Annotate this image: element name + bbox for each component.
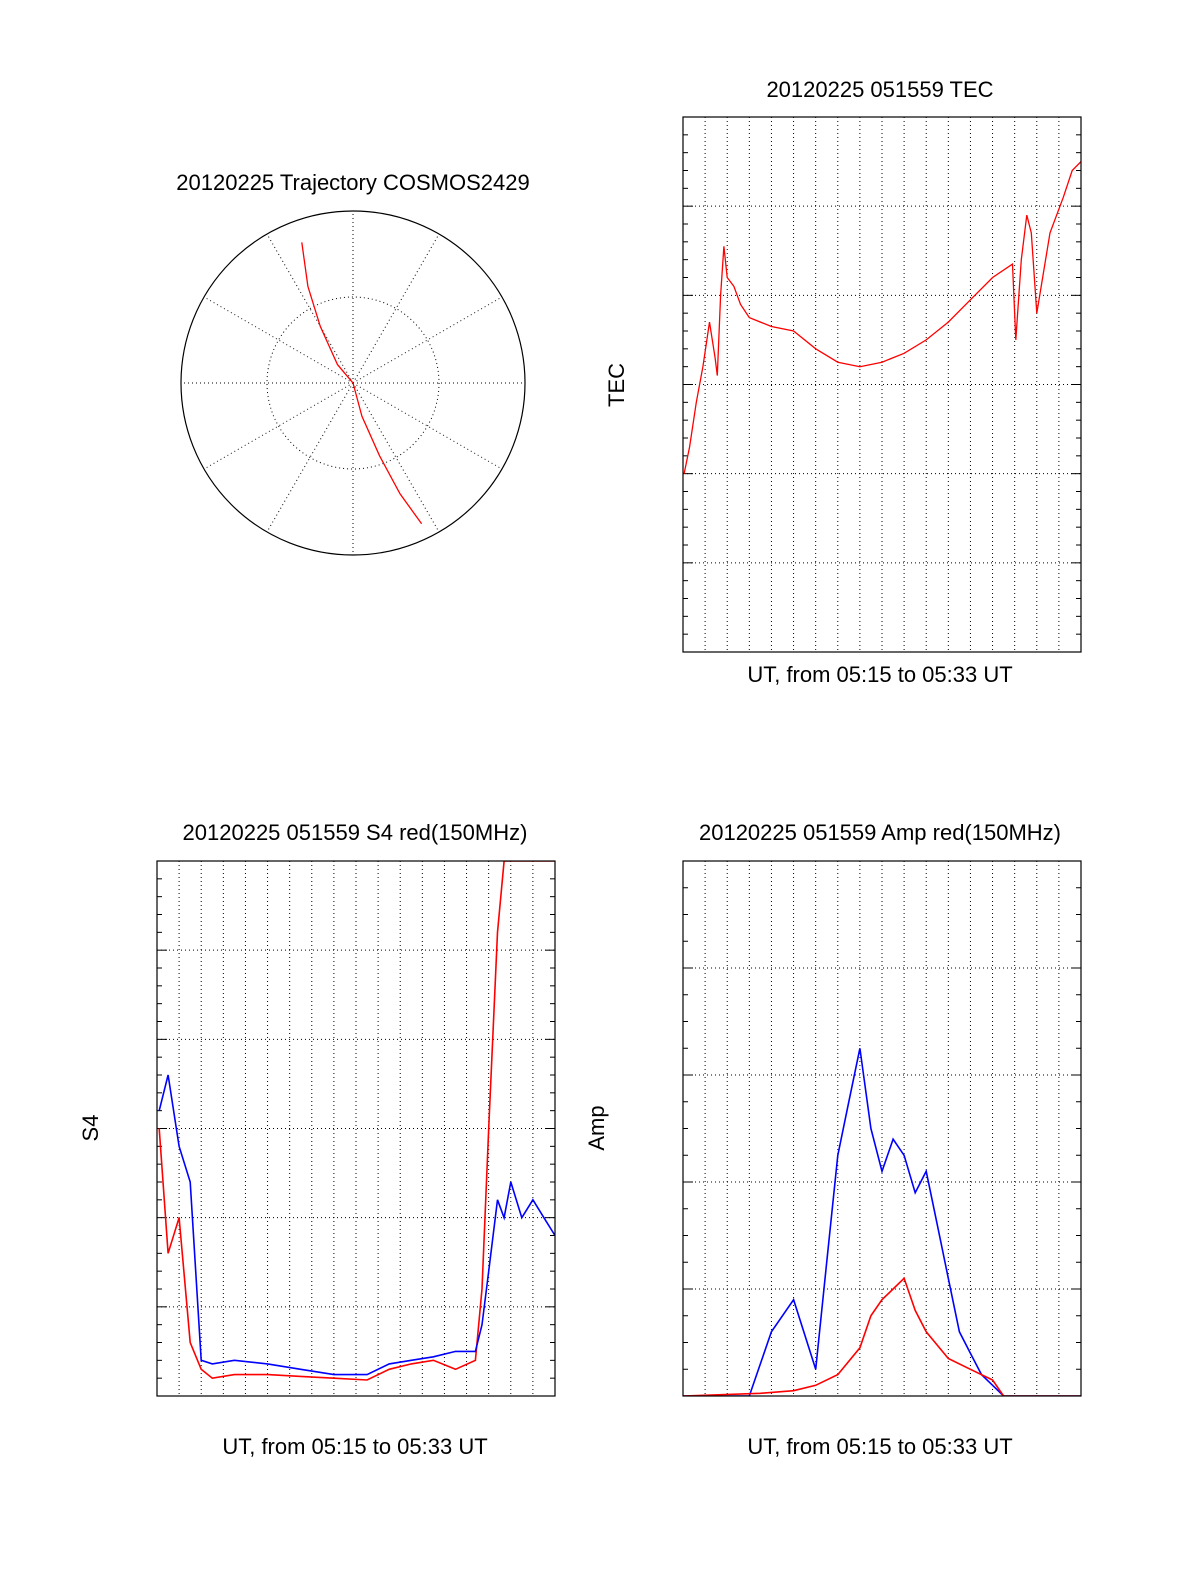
polar-spoke-30	[352, 233, 440, 384]
amp-title: 20120225 051559 Amp red(150MHz)	[699, 820, 1061, 845]
polar-title: 20120225 Trajectory COSMOS2429	[176, 170, 529, 195]
amp-panel: 20120225 051559 Amp red(150MHz) UT, from…	[584, 820, 1082, 1459]
series-line-0	[683, 161, 1081, 474]
polar-spoke-330	[266, 233, 354, 384]
series-line-0	[158, 861, 555, 1381]
tec-title: 20120225 051559 TEC	[766, 77, 993, 102]
trajectory-polar-panel: 20120225 Trajectory COSMOS2429	[176, 170, 530, 556]
plot-frame	[156, 860, 556, 1397]
plot-frame	[682, 116, 1082, 653]
polar-spoke-210	[266, 382, 354, 533]
polar-spoke-300	[203, 296, 354, 384]
trajectory-line	[301, 242, 423, 525]
tec-panel: 20120225 051559 TEC UT, from 05:15 to 05…	[604, 77, 1082, 687]
series-line-1	[158, 1074, 555, 1376]
s4-ylabel: S4	[78, 1115, 103, 1142]
tec-xlabel: UT, from 05:15 to 05:33 UT	[747, 662, 1012, 687]
polar-outer-circle	[180, 210, 526, 556]
polar-grid-circle-50	[266, 296, 440, 470]
tec-ylabel: TEC	[604, 363, 629, 407]
series-line-1	[683, 1276, 1081, 1396]
s4-panel: 20120225 051559 S4 red(150MHz) UT, from …	[78, 820, 556, 1459]
s4-xlabel: UT, from 05:15 to 05:33 UT	[222, 1434, 487, 1459]
series-line-0	[683, 1048, 1081, 1396]
plot-frame	[682, 860, 1082, 1397]
polar-spoke-120	[352, 382, 503, 470]
polar-spoke-60	[352, 296, 503, 384]
polar-spoke-150	[352, 382, 440, 533]
s4-title: 20120225 051559 S4 red(150MHz)	[183, 820, 528, 845]
amp-ylabel: Amp	[584, 1105, 609, 1150]
polar-spoke-240	[203, 382, 354, 470]
amp-xlabel: UT, from 05:15 to 05:33 UT	[747, 1434, 1012, 1459]
